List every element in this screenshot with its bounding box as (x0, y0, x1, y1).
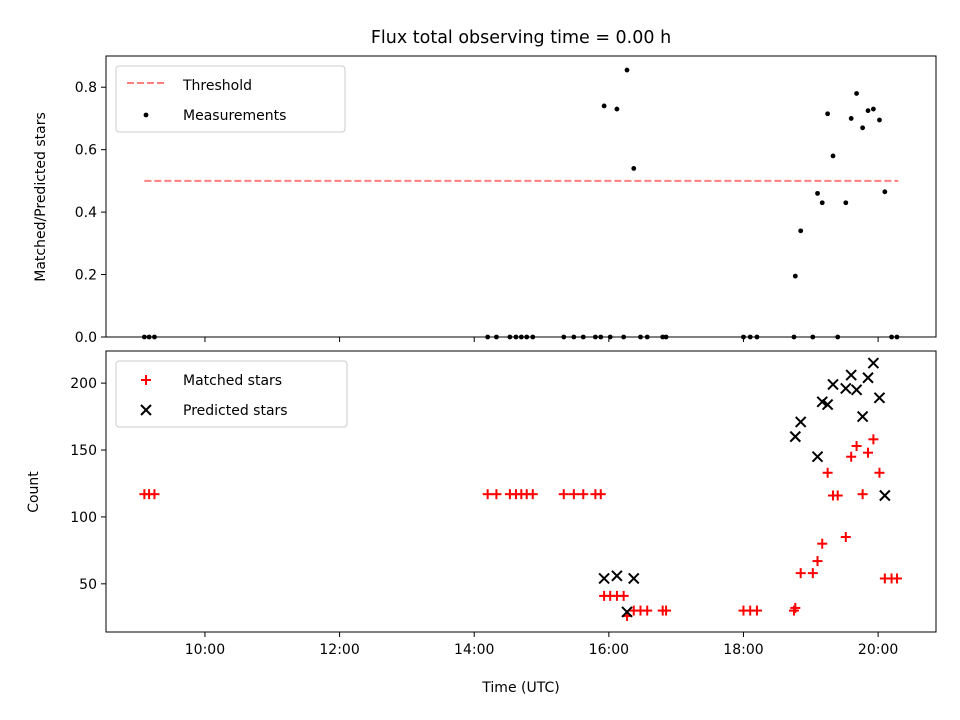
predicted-stars-point (862, 372, 874, 384)
matched-stars-point (618, 590, 629, 601)
measurement-point (825, 111, 831, 117)
y-tick-label: 0.0 (75, 330, 97, 346)
bottom-chart-panel: 50 100 150 200 10:00 12:00 14:00 16:00 18:00 20:0… (26, 350, 937, 696)
y-tick-label: 200 (70, 376, 97, 392)
measurement-point (792, 273, 798, 279)
predicted-stars-point (827, 378, 839, 391)
predicted-stars-point (867, 357, 880, 369)
predicted-stars-point (628, 572, 640, 585)
measurement-point (860, 125, 866, 131)
bottom-y-axis-label: Count (26, 471, 42, 513)
legend-matched-label: Matched stars (183, 373, 282, 389)
predicted-stars-point (598, 572, 610, 585)
measurement-point (798, 228, 804, 234)
measurement-point (854, 91, 859, 96)
matched-stars-point (568, 489, 579, 500)
legend-predicted-label: Predicted stars (183, 403, 288, 419)
measurement-point (631, 166, 637, 171)
x-tick-label: 10:00 (185, 642, 225, 658)
matched-stars-point (868, 434, 879, 445)
predicted-stars-point (821, 398, 834, 411)
predicted-stars-point (811, 451, 824, 463)
measurement-point (843, 200, 849, 206)
bottom-legend: Matched stars Predicted stars (115, 360, 348, 428)
matched-stars-point (491, 489, 502, 500)
matched-stars-point (812, 556, 823, 567)
matched-stars-point (751, 605, 762, 616)
matched-stars-point (558, 489, 569, 500)
predicted-stars-point (879, 489, 891, 502)
matched-stars-point (863, 447, 874, 458)
matched-stars-point (851, 441, 862, 452)
measurement-point (624, 67, 630, 73)
matched-stars-point (595, 489, 606, 500)
x-tick-label: 12:00 (319, 642, 359, 658)
matched-stars-point (795, 568, 806, 579)
measurement-point (830, 153, 836, 159)
measurement-point (882, 189, 888, 195)
predicted-stars-point (794, 416, 807, 428)
measurement-point (848, 116, 854, 121)
legend-predicted-marker (140, 404, 152, 416)
measurement-point (819, 200, 825, 206)
top-y-axis-label: Matched/Predicted stars (33, 112, 49, 282)
y-tick-label: 0.6 (75, 143, 97, 159)
x-axis-label: Time (UTC) (481, 680, 559, 696)
x-tick-label: 18:00 (723, 642, 763, 658)
x-tick-label: 16:00 (589, 642, 629, 658)
matched-stars-point (891, 573, 902, 584)
top-legend-box (115, 65, 346, 133)
matched-stars-point (527, 489, 538, 500)
predicted-stars-point (850, 384, 863, 396)
y-tick-label: 100 (70, 510, 97, 526)
matched-stars-point (661, 605, 672, 616)
measurement-point (601, 103, 607, 109)
top-legend: Threshold Measurements (115, 65, 346, 133)
bottom-plot-frame (105, 350, 937, 633)
bottom-legend-box (115, 360, 348, 428)
chart-title: Flux total observing time = 0.00 h (371, 28, 671, 48)
legend-measurements-marker (143, 112, 149, 118)
y-tick-label: 150 (70, 443, 97, 459)
matched-stars-point (790, 602, 801, 613)
predicted-stars-point (856, 410, 869, 423)
top-chart-panel: Flux total observing time = 0.00 h 0.0 0.… (33, 28, 937, 346)
predicted-stars-point (840, 382, 852, 395)
matched-stars-point (832, 490, 843, 501)
matched-stars-point (578, 489, 589, 500)
y-tick-label: 0.8 (75, 80, 97, 96)
measurement-point (877, 117, 882, 123)
y-tick-label: 0.4 (75, 205, 97, 221)
matched-stars-point (874, 467, 885, 478)
measurement-point (815, 190, 820, 196)
predicted-stars-point (789, 430, 802, 443)
matched-stars-point (642, 605, 653, 616)
x-tick-label: 14:00 (454, 642, 494, 658)
matched-stars-point (822, 467, 833, 478)
predicted-stars-point (621, 606, 633, 618)
matched-stars-point (817, 538, 828, 549)
measurement-point (614, 106, 620, 112)
matched-stars-point (840, 531, 851, 542)
top-plot-frame (105, 55, 937, 338)
x-tick-label: 20:00 (858, 642, 898, 658)
matched-stars-point (482, 489, 493, 500)
y-tick-label: 50 (79, 577, 97, 593)
legend-matched-marker (141, 375, 151, 385)
measurement-point (865, 108, 871, 114)
predicted-stars-point (873, 392, 886, 404)
matched-stars-point (149, 489, 160, 500)
measurement-point (870, 106, 876, 112)
predicted-stars-point (845, 369, 857, 381)
matched-stars-point (807, 568, 818, 579)
matched-stars-point (857, 489, 868, 500)
legend-threshold-label: Threshold (182, 78, 252, 94)
legend-measurements-label: Measurements (183, 108, 286, 124)
matched-stars-point (846, 451, 857, 462)
y-tick-label: 0.2 (75, 268, 97, 284)
predicted-stars-point (611, 570, 623, 582)
